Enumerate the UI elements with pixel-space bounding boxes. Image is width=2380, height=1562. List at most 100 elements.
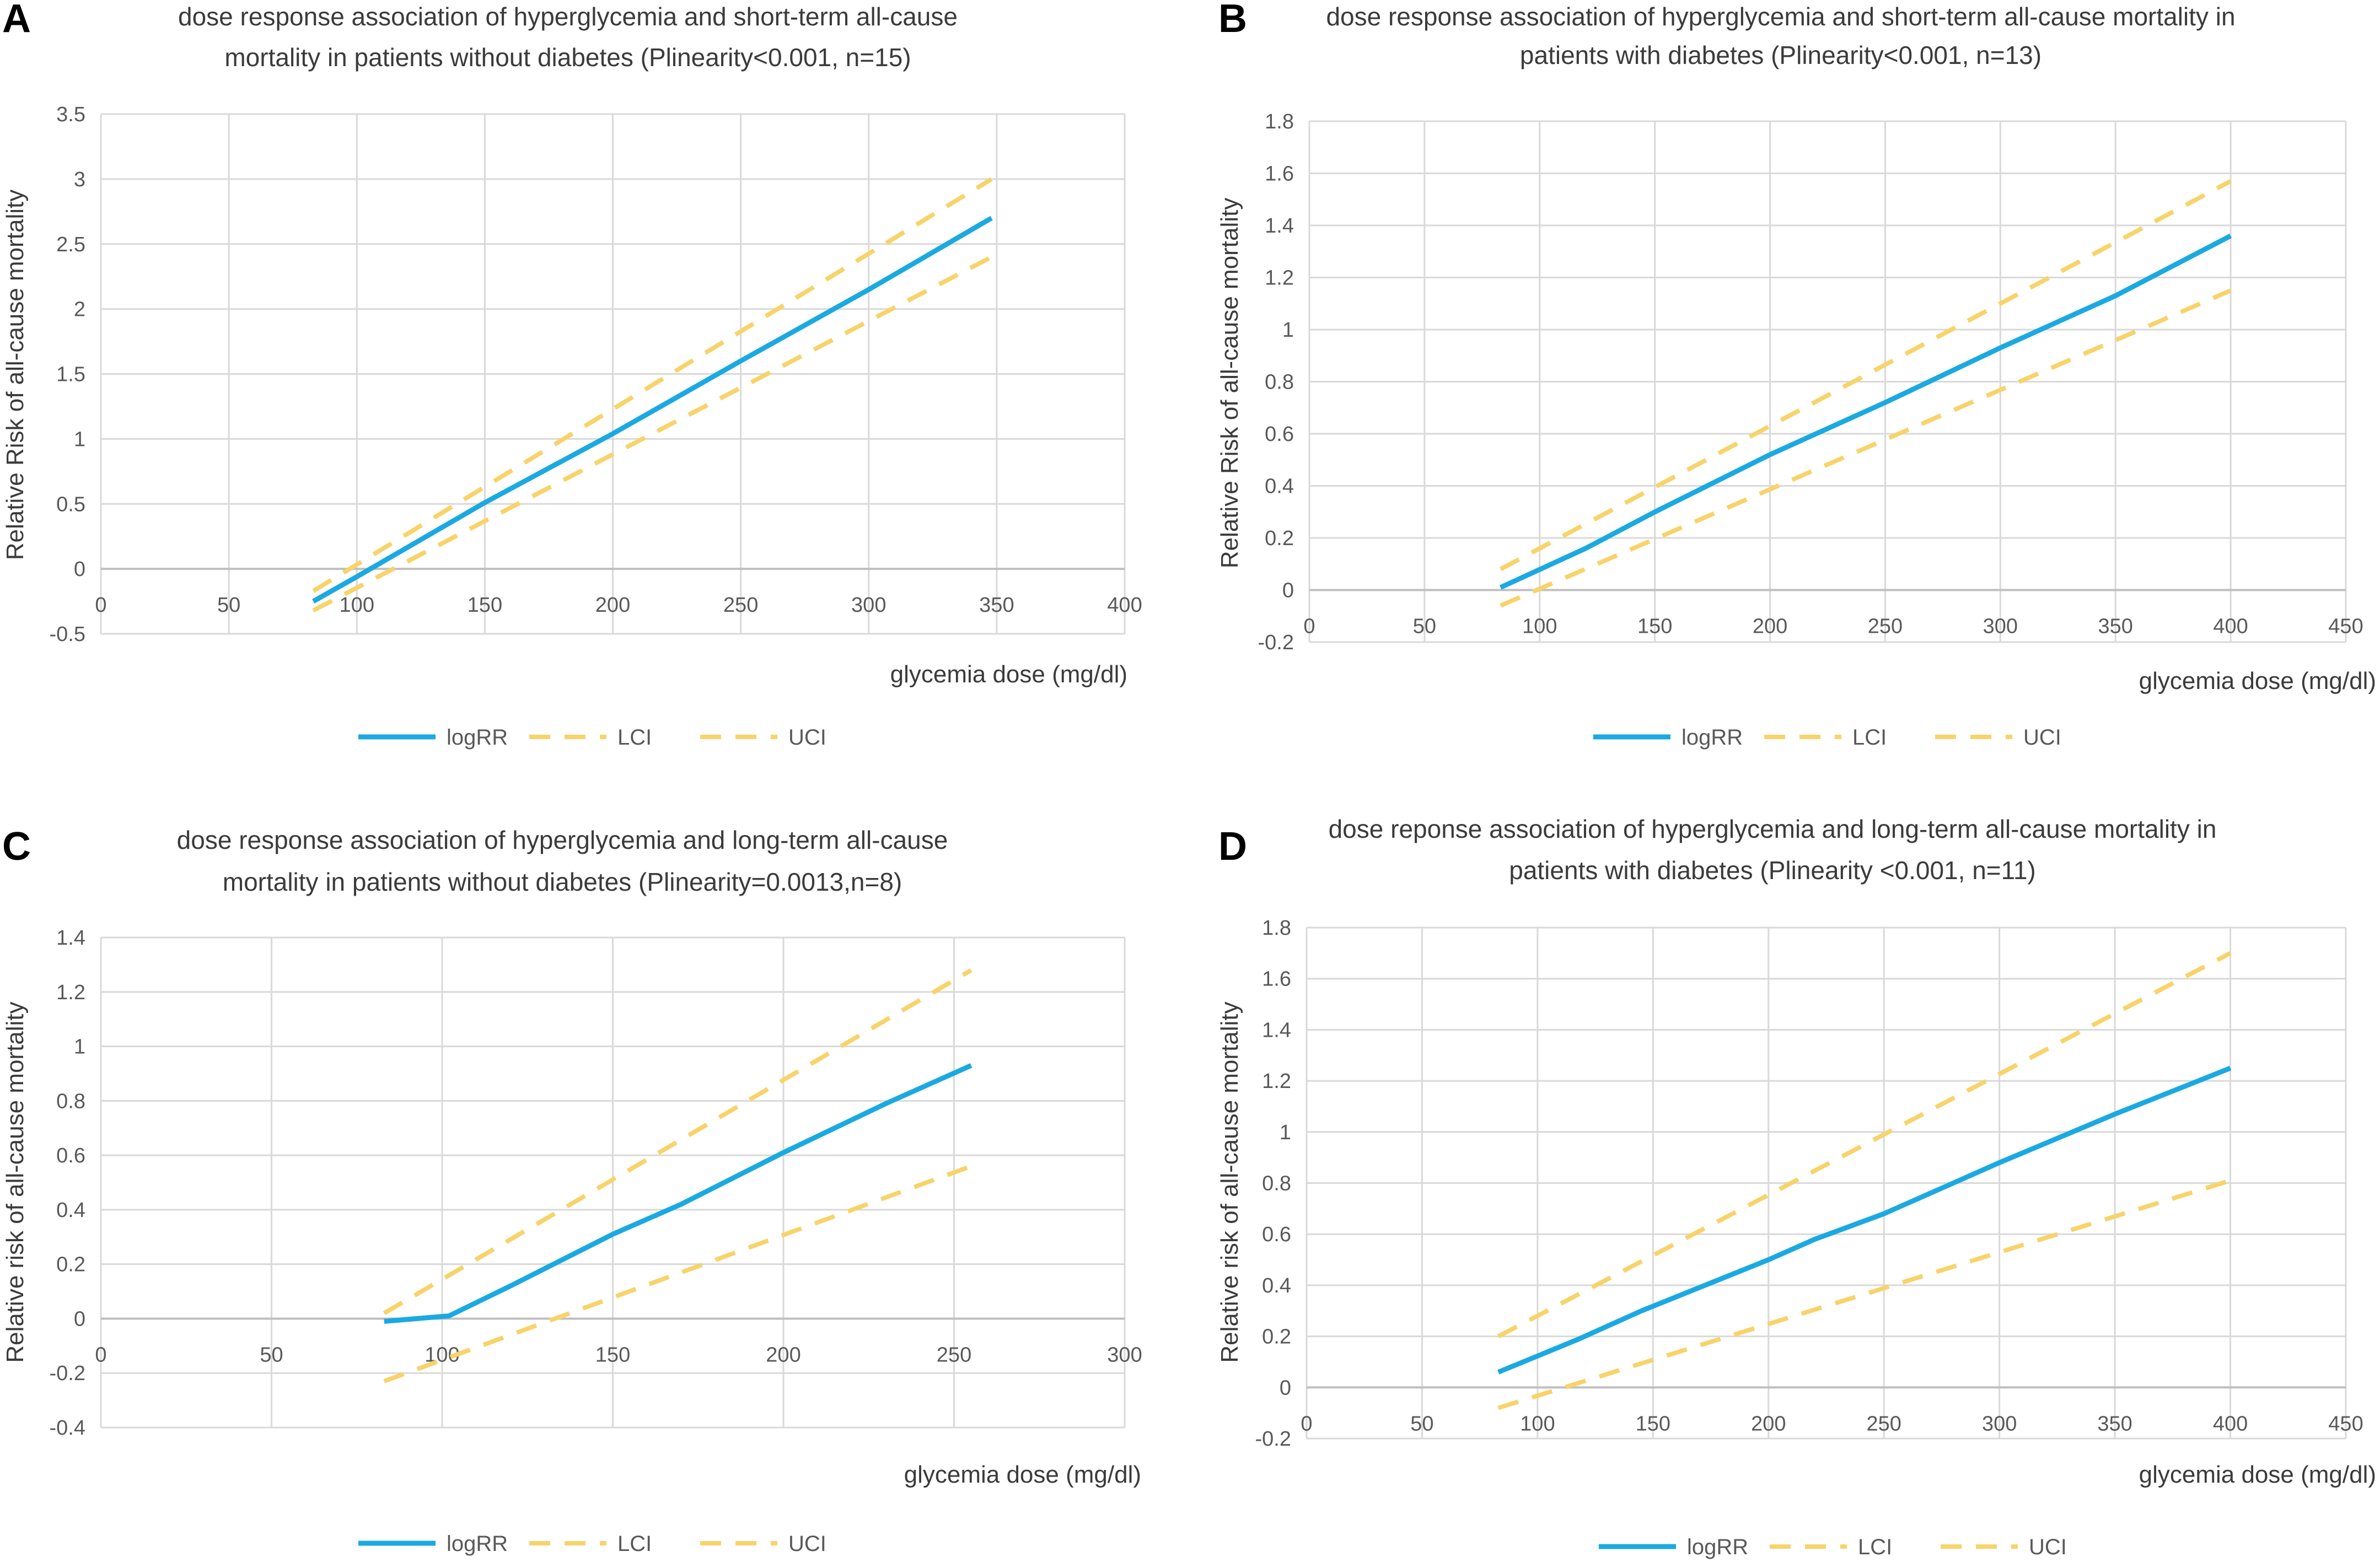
legend-label-lci: LCI xyxy=(1858,1535,1892,1559)
y-tick-label: -0.2 xyxy=(50,1362,85,1385)
x-tick-label: 250 xyxy=(723,594,758,617)
legend-label-logrr: logRR xyxy=(447,725,508,750)
y-tick-label: 1.5 xyxy=(56,363,85,386)
legend-label-lci: LCI xyxy=(1852,725,1887,750)
x-tick-label: 0 xyxy=(95,594,106,617)
x-tick-label: 300 xyxy=(1107,1343,1142,1366)
chart-title-line-2: patients with diabetes (Plinearity <0.00… xyxy=(1509,856,2036,885)
x-tick-label: 100 xyxy=(340,594,374,617)
y-axis-title: Relative risk of all-cause mortality xyxy=(1216,1001,1243,1362)
y-tick-label: 1.4 xyxy=(1262,1019,1291,1042)
x-tick-label: 0 xyxy=(95,1343,106,1366)
y-tick-label: 1.4 xyxy=(1265,214,1294,238)
y-tick-label: 1.2 xyxy=(1265,267,1294,290)
x-tick-label: 150 xyxy=(1636,1412,1670,1435)
series-line-logrr xyxy=(384,1063,973,1324)
y-tick-label: 1.8 xyxy=(1262,917,1291,940)
y-tick-label: 0.8 xyxy=(56,1090,85,1113)
legend-label-logrr: logRR xyxy=(1681,725,1743,750)
y-tick-label: 1 xyxy=(1282,319,1294,342)
x-tick-label: 300 xyxy=(1983,615,2018,638)
y-tick-label: 0.8 xyxy=(1262,1172,1291,1195)
x-axis-title: glycemia dose (mg/dl) xyxy=(890,661,1127,688)
panel-letter-c: C xyxy=(2,825,31,869)
chart-title-line-2: patients with diabetes (Plinearity<0.001… xyxy=(1520,41,2041,69)
panel-letter-d: D xyxy=(1218,825,1247,869)
panel-letter-a: A xyxy=(2,0,31,41)
x-tick-label: 250 xyxy=(937,1343,971,1366)
x-axis-title: glycemia dose (mg/dl) xyxy=(2139,1461,2376,1488)
series-line-logrr xyxy=(1499,233,2232,590)
y-tick-label: 0.6 xyxy=(1265,423,1294,446)
x-tick-label: 450 xyxy=(2328,615,2363,638)
chart-title-line-2: mortality in patients without diabetes (… xyxy=(224,43,911,72)
series-line-lci xyxy=(1500,288,2232,608)
x-tick-label: 100 xyxy=(1520,1412,1555,1435)
x-tick-label: 200 xyxy=(1753,615,1787,638)
y-tick-label: -0.2 xyxy=(1255,1428,1291,1451)
x-axis-title: glycemia dose (mg/dl) xyxy=(904,1461,1141,1488)
y-tick-label: 0.6 xyxy=(1262,1223,1291,1246)
y-tick-label: 1.8 xyxy=(1265,110,1294,133)
y-tick-label: 1 xyxy=(74,1036,85,1059)
x-tick-label: 200 xyxy=(1751,1412,1786,1435)
x-tick-label: 50 xyxy=(1410,1412,1433,1435)
y-tick-label: 1.2 xyxy=(1262,1070,1291,1093)
x-tick-label: 450 xyxy=(2328,1412,2363,1435)
x-tick-label: 200 xyxy=(766,1343,801,1366)
x-tick-label: 400 xyxy=(2213,1412,2248,1435)
x-tick-label: 300 xyxy=(1982,1412,2017,1435)
y-tick-label: 0.2 xyxy=(1265,527,1294,550)
y-tick-label: -0.4 xyxy=(50,1416,85,1440)
chart-title-line-1: dose response association of hyperglycem… xyxy=(178,2,958,31)
x-tick-label: 200 xyxy=(595,594,630,617)
y-tick-label: 0.2 xyxy=(1262,1326,1291,1349)
series-line-logrr xyxy=(1497,1065,2232,1375)
y-tick-label: -0.2 xyxy=(1258,631,1294,654)
series-line-lci xyxy=(1497,1178,2231,1410)
y-tick-label: 3 xyxy=(74,168,85,191)
chart-title-line-1: dose reponse association of hyperglycemi… xyxy=(1329,815,2217,843)
y-tick-label: 0 xyxy=(1280,1376,1291,1399)
x-tick-label: 400 xyxy=(2213,615,2248,638)
legend-label-lci: LCI xyxy=(617,725,652,750)
chart-title-line-1: dose response association of hyperglycem… xyxy=(1326,2,2235,31)
x-tick-label: 50 xyxy=(260,1343,283,1366)
y-tick-label: 0.8 xyxy=(1265,371,1294,394)
y-tick-label: 1.2 xyxy=(56,981,85,1004)
series-line-uci xyxy=(383,968,973,1316)
y-tick-label: 1.6 xyxy=(1265,163,1294,186)
x-tick-label: 150 xyxy=(468,594,502,617)
x-tick-label: 50 xyxy=(217,594,240,617)
y-tick-label: 0.5 xyxy=(56,493,85,516)
y-tick-label: 3.5 xyxy=(56,103,85,126)
legend-label-logrr: logRR xyxy=(447,1532,508,1556)
y-axis-title: Relative risk of all-cause mortality xyxy=(2,1001,29,1362)
series-line-lci xyxy=(383,1164,972,1383)
series-line-lci xyxy=(312,255,993,613)
y-axis-title: Relative Risk of all-cause mortality xyxy=(1216,198,1243,568)
y-tick-label: 0.4 xyxy=(56,1199,85,1222)
y-tick-label: 0.6 xyxy=(56,1144,85,1167)
x-tick-label: 0 xyxy=(1301,1412,1312,1435)
series-line-uci xyxy=(1497,951,2232,1339)
legend-label-uci: UCI xyxy=(2029,1535,2067,1559)
chart-title-line-1: dose response association of hyperglycem… xyxy=(177,826,948,854)
x-tick-label: 350 xyxy=(2097,1412,2132,1435)
y-tick-label: 2 xyxy=(74,298,85,321)
x-tick-label: 250 xyxy=(1867,1412,1901,1435)
y-tick-label: 2.5 xyxy=(56,233,85,256)
x-tick-label: 100 xyxy=(1522,615,1557,638)
y-tick-label: -0.5 xyxy=(50,623,85,646)
y-tick-label: 1 xyxy=(74,428,85,451)
x-tick-label: 50 xyxy=(1413,615,1436,638)
y-axis-title: Relative Risk of all-cause mortality xyxy=(2,190,29,560)
x-tick-label: 300 xyxy=(851,594,886,617)
x-tick-label: 400 xyxy=(1107,594,1142,617)
legend-label-uci: UCI xyxy=(788,1532,826,1556)
series-line-uci xyxy=(312,177,993,593)
